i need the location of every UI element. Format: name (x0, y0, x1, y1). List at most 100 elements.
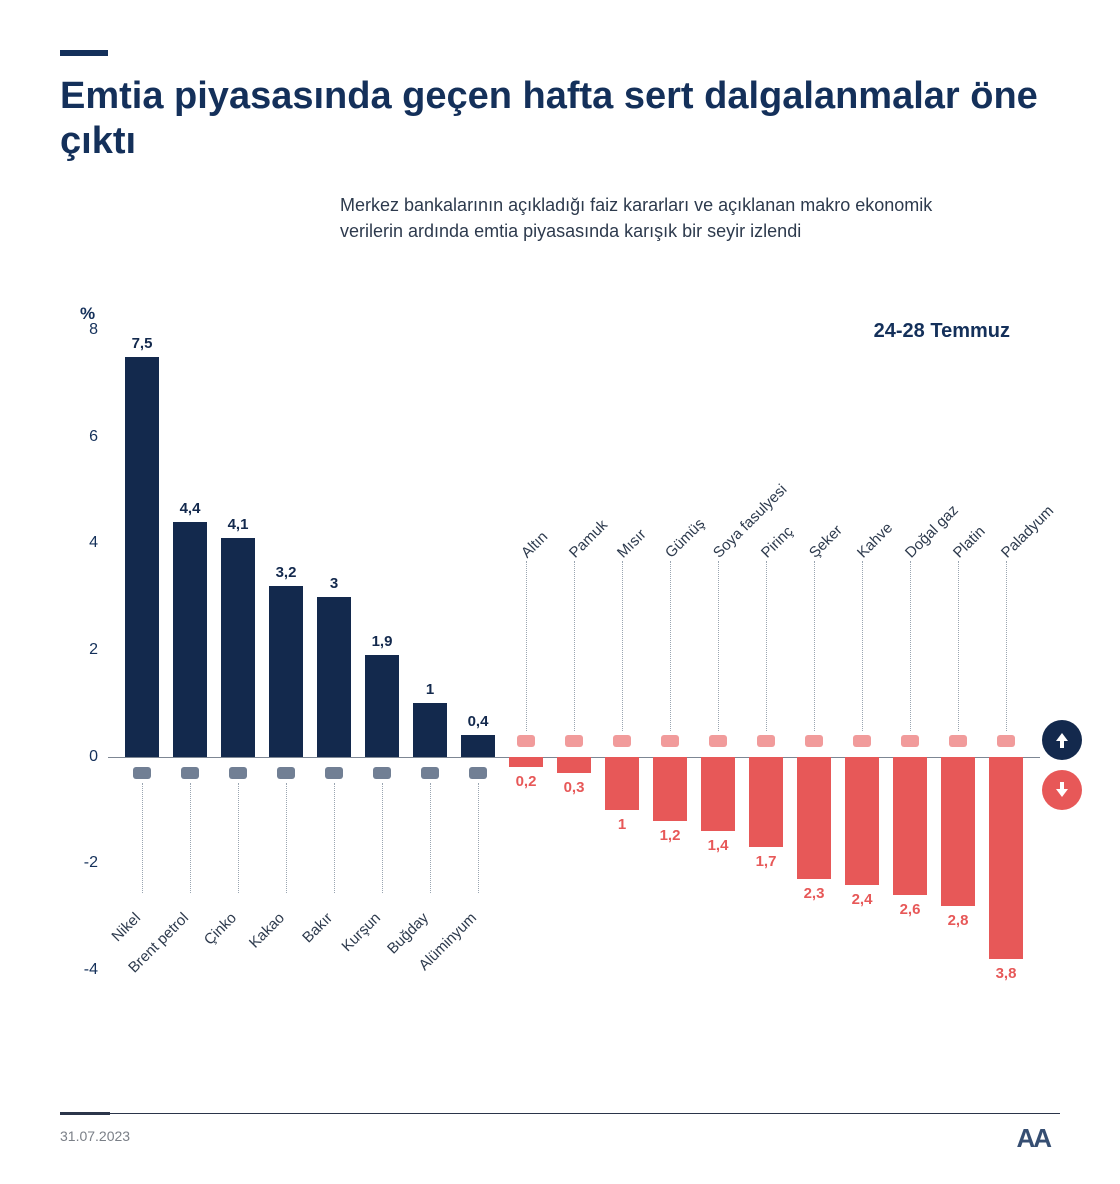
category-label: Kakao (246, 909, 288, 951)
bar (269, 586, 303, 757)
guide-line (1006, 561, 1007, 731)
value-label: 1,4 (690, 837, 746, 854)
bar (509, 757, 543, 768)
value-label: 7,5 (114, 335, 170, 352)
commodity-icon (277, 767, 295, 779)
accent-bar (60, 50, 108, 56)
category-label: Bakır (299, 909, 336, 946)
category-label: Pamuk (566, 516, 611, 561)
commodity-icon (613, 735, 631, 747)
y-tick: 4 (60, 534, 98, 552)
guide-line (190, 783, 191, 893)
commodity-icon (565, 735, 583, 747)
guide-line (430, 783, 431, 893)
bar (173, 522, 207, 757)
commodity-icon (469, 767, 487, 779)
commodity-icon (661, 735, 679, 747)
guide-line (910, 561, 911, 731)
y-tick: -4 (60, 961, 98, 979)
guide-line (670, 561, 671, 731)
bar (413, 703, 447, 756)
down-icon (1042, 770, 1082, 810)
value-label: 2,8 (930, 912, 986, 929)
bar (125, 357, 159, 757)
commodity-icon (373, 767, 391, 779)
y-tick: 6 (60, 428, 98, 446)
category-label: Platin (950, 523, 989, 562)
bar (461, 735, 495, 756)
commodity-icon (997, 735, 1015, 747)
category-label: Kahve (854, 519, 896, 561)
category-label: Kurşun (338, 909, 384, 955)
bar (893, 757, 927, 896)
bar (845, 757, 879, 885)
footer-divider (60, 1113, 1060, 1114)
category-label: Mısır (614, 526, 650, 562)
commodity-icon (805, 735, 823, 747)
subtitle: Merkez bankalarının açıkladığı faiz kara… (340, 192, 940, 244)
bar (605, 757, 639, 810)
commodity-icon (421, 767, 439, 779)
value-label: 1,7 (738, 853, 794, 870)
category-label: Buğday (384, 909, 432, 957)
category-label: Çinko (201, 909, 240, 948)
commodity-icon (229, 767, 247, 779)
value-label: 4,4 (162, 500, 218, 517)
commodity-icon (949, 735, 967, 747)
commodity-icon (757, 735, 775, 747)
guide-line (142, 783, 143, 893)
commodity-icon (853, 735, 871, 747)
guide-line (718, 561, 719, 731)
source-logo: AA (1016, 1123, 1050, 1154)
bar (365, 655, 399, 756)
y-tick: -2 (60, 854, 98, 872)
legend (1042, 720, 1082, 810)
value-label: 4,1 (210, 516, 266, 533)
y-tick: 0 (60, 748, 98, 766)
commodity-icon (133, 767, 151, 779)
guide-line (334, 783, 335, 893)
bar (797, 757, 831, 880)
category-label: Pirinç (758, 523, 797, 562)
guide-line (814, 561, 815, 731)
y-tick: 2 (60, 641, 98, 659)
bar (749, 757, 783, 848)
bar (221, 538, 255, 757)
category-label: Şeker (806, 521, 846, 561)
value-label: 1,9 (354, 633, 410, 650)
value-label: 0,4 (450, 713, 506, 730)
guide-line (862, 561, 863, 731)
guide-line (574, 561, 575, 731)
guide-line (382, 783, 383, 893)
commodity-icon (709, 735, 727, 747)
bar (989, 757, 1023, 960)
guide-line (478, 783, 479, 893)
value-label: 1 (402, 681, 458, 698)
bar (557, 757, 591, 773)
guide-line (766, 561, 767, 731)
commodity-icon (325, 767, 343, 779)
chart: 86420-2-4 7,5Nikel4,4Brent petrol4,1Çink… (60, 330, 1040, 970)
category-label: Gümüş (662, 515, 708, 561)
bar (653, 757, 687, 821)
bar (701, 757, 735, 832)
guide-line (286, 783, 287, 893)
commodity-icon (901, 735, 919, 747)
commodity-icon (181, 767, 199, 779)
category-label: Paladyum (998, 502, 1057, 561)
category-label: Altın (518, 528, 551, 561)
commodity-icon (517, 735, 535, 747)
value-label: 3 (306, 575, 362, 592)
bar (941, 757, 975, 906)
value-label: 0,3 (546, 779, 602, 796)
up-icon (1042, 720, 1082, 760)
guide-line (526, 561, 527, 731)
value-label: 3,8 (978, 965, 1034, 982)
page-title: Emtia piyasasında geçen hafta sert dalga… (60, 74, 1060, 164)
y-tick: 8 (60, 321, 98, 339)
category-label: Nikel (108, 909, 144, 945)
guide-line (958, 561, 959, 731)
bar (317, 597, 351, 757)
guide-line (622, 561, 623, 731)
guide-line (238, 783, 239, 893)
